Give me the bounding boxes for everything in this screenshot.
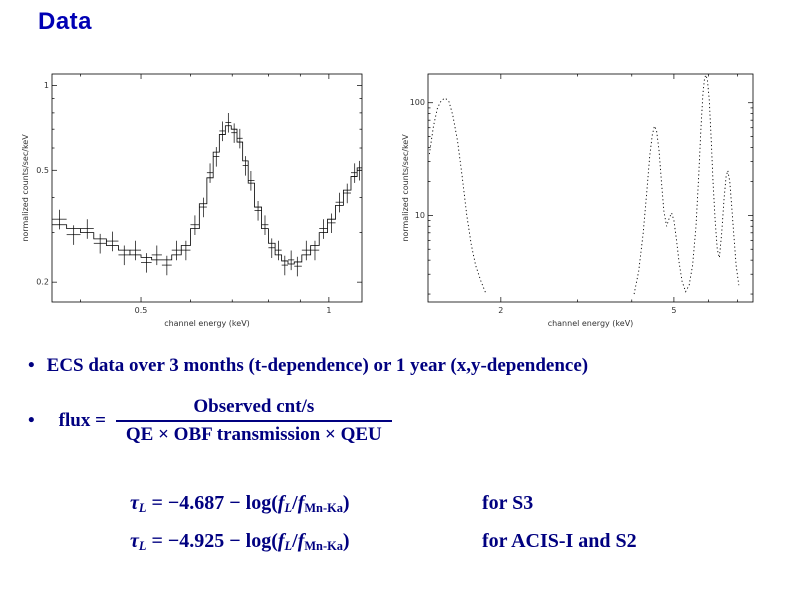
bullet-icon: • (28, 355, 35, 376)
svg-text:2: 2 (498, 306, 503, 315)
flux-label: flux = (58, 410, 106, 431)
equation-part: L (138, 501, 147, 515)
svg-text:normalized counts/sec/keV: normalized counts/sec/keV (401, 134, 410, 242)
svg-text:0.5: 0.5 (36, 166, 49, 175)
svg-text:1: 1 (44, 81, 49, 90)
svg-text:100: 100 (410, 98, 425, 107)
equation-part: Mn-Ka (304, 501, 343, 515)
equation-part: / (292, 492, 298, 514)
equation-part: τ (130, 492, 139, 514)
right-spectrum-chart: 2 5 10 100 channel energy (keV) normalized co… (398, 62, 770, 342)
equation-part: ) (342, 530, 350, 552)
svg-text:10: 10 (415, 211, 425, 220)
svg-text:0.2: 0.2 (36, 278, 49, 287)
bullet-icon: • (28, 410, 35, 431)
equation-part: L (138, 539, 147, 553)
equation-part: / (292, 530, 298, 552)
bullet-flux-definition: • flux = Observed cnt/s QE × OBF transmi… (28, 396, 392, 446)
equation-part: L (284, 501, 293, 515)
equation-part: f (297, 492, 305, 514)
bullet-ecs-text: ECS data over 3 months (t-dependence) or… (46, 355, 589, 376)
equation-note-s3: for S3 (482, 492, 534, 514)
left-spectrum-chart: 0.5 1 0.2 0.5 1 channel energy (keV) normalize… (18, 62, 388, 342)
chart-canvas-right: 2 5 10 100 channel energy (keV) normalized co… (401, 73, 754, 328)
equation-note-acis: for ACIS-I and S2 (482, 530, 637, 552)
flux-fraction: Observed cnt/s QE × OBF transmission × Q… (115, 396, 392, 446)
equation-part: = −4.687 − log( (146, 492, 278, 514)
equation-part: f (277, 492, 285, 514)
equation-part: Mn-Ka (304, 539, 343, 553)
svg-text:0.5: 0.5 (135, 306, 148, 315)
bullet-ecs-data: • ECS data over 3 months (t-dependence) … (28, 355, 768, 377)
equation-part: f (277, 530, 285, 552)
chart-canvas-left: 0.5 1 0.2 0.5 1 channel energy (keV) normalize… (21, 73, 363, 328)
svg-text:1: 1 (326, 306, 331, 315)
equation-part: L (284, 539, 293, 553)
equation-tau-s3: τL = −4.687 − log(fL/fMn-Ka) (130, 492, 482, 516)
equation-row-acis-i-s2: τL = −4.925 − log(fL/fMn-Ka) for ACIS-I … (130, 530, 637, 554)
equation-part: τ (130, 530, 139, 552)
equation-part: f (297, 530, 305, 552)
flux-numerator: Observed cnt/s (193, 396, 315, 417)
flux-denominator: QE × OBF transmission × QEU (115, 420, 392, 446)
equation-row-s3: τL = −4.687 − log(fL/fMn-Ka) for S3 (130, 492, 533, 516)
equation-part: = −4.925 − log( (146, 530, 278, 552)
svg-text:normalized counts/sec/keV: normalized counts/sec/keV (21, 134, 30, 242)
svg-text:channel energy (keV): channel energy (keV) (548, 319, 634, 328)
svg-text:channel energy (keV): channel energy (keV) (164, 319, 250, 328)
slide-title: Data (38, 8, 93, 35)
svg-text:5: 5 (671, 306, 676, 315)
equation-tau-acis: τL = −4.925 − log(fL/fMn-Ka) (130, 530, 482, 554)
equation-part: ) (342, 492, 350, 514)
